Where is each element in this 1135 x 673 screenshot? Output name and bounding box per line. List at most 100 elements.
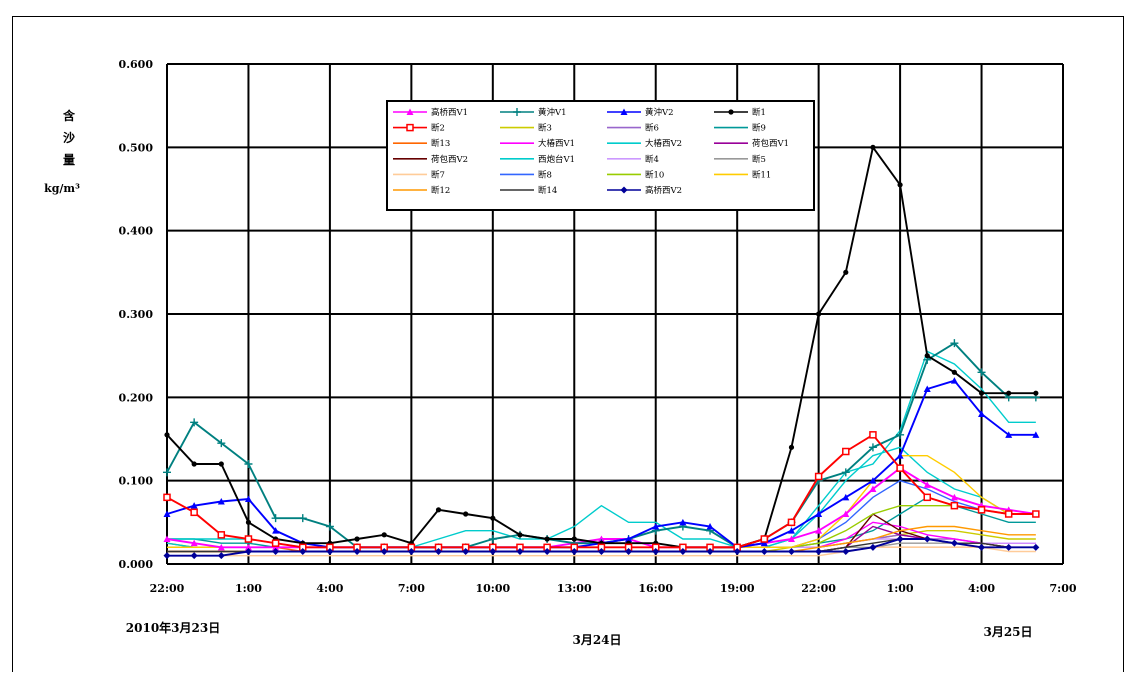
marker-triangle — [625, 535, 633, 542]
marker-triangle — [190, 502, 198, 509]
marker-diamond — [815, 548, 823, 555]
date-label: 3月24日 — [572, 633, 621, 647]
marker-diamond — [923, 535, 931, 543]
legend-label: 断14 — [538, 185, 557, 196]
marker-triangle — [923, 385, 931, 392]
marker-square — [1032, 510, 1040, 518]
marker-triangle — [760, 539, 768, 547]
y-tick-label: 0.400 — [119, 225, 154, 238]
marker-diamond — [625, 548, 633, 555]
marker-diamond — [950, 539, 958, 547]
legend-entry: 断3 — [500, 123, 552, 134]
marker-plus — [868, 443, 877, 452]
legend-entry: 断14 — [500, 185, 557, 196]
y-tick-labels: 0.000 0.100 0.200 0.300 0.400 0.500 0.600 — [119, 58, 154, 571]
y-axis-unit: kg/m³ — [44, 182, 80, 195]
x-tick-label: 16:00 — [638, 582, 673, 595]
marker-triangle — [923, 481, 931, 488]
marker-plus — [190, 418, 199, 427]
marker-dot — [544, 536, 550, 542]
marker-triangle — [1032, 431, 1040, 438]
y-tick-label: 0.600 — [119, 58, 154, 71]
marker-plus — [163, 468, 171, 477]
legend-label: 断7 — [431, 169, 445, 180]
marker-dot — [728, 109, 734, 115]
marker-plus — [217, 439, 226, 448]
marker-dot — [1033, 390, 1039, 396]
legend-label: 大椿西V1 — [538, 138, 575, 149]
legend-label: 大椿西V2 — [645, 138, 682, 149]
marker-triangle — [272, 527, 280, 534]
marker-diamond — [462, 548, 470, 555]
legend-entry: 断5 — [714, 154, 766, 165]
marker-square — [406, 123, 414, 132]
marker-triangle — [869, 477, 877, 484]
marker-triangle — [272, 543, 280, 551]
y-axis-label-char: 沙 — [63, 131, 75, 145]
y-tick-label: 0.500 — [119, 141, 154, 154]
marker-diamond — [760, 548, 768, 555]
marker-diamond — [326, 548, 334, 555]
x-tick-label: 7:00 — [1049, 582, 1076, 595]
legend-label: 断2 — [431, 123, 445, 134]
marker-plus — [896, 430, 905, 439]
marker-dot — [788, 444, 795, 450]
marker-square — [869, 431, 877, 439]
x-tick-label: 1:00 — [887, 582, 914, 595]
legend-entry: 大椿西V2 — [607, 138, 682, 149]
marker-diamond — [353, 548, 361, 555]
marker-diamond — [733, 548, 741, 555]
legend-entry: 荷包西V1 — [714, 138, 789, 149]
y-axis-label-char: 量 — [63, 153, 75, 167]
marker-triangle — [869, 485, 877, 492]
legend-label: 高桥西V1 — [431, 107, 468, 118]
marker-dot — [463, 511, 469, 517]
marker-square — [244, 535, 253, 543]
marker-plus — [513, 108, 521, 116]
marker-diamond — [1005, 543, 1013, 551]
marker-triangle — [950, 377, 958, 384]
marker-triangle — [163, 535, 171, 542]
marker-triangle — [244, 495, 252, 502]
x-tick-labels: 22:00 1:00 4:00 7:00 10:00 13:00 16:00 19:00 22:… — [150, 582, 1077, 595]
marker-dot — [191, 461, 197, 467]
marker-diamond — [217, 552, 225, 560]
marker-dot — [164, 432, 170, 438]
marker-triangle — [1005, 431, 1013, 438]
legend-label: 断8 — [538, 169, 552, 180]
marker-square — [787, 518, 796, 527]
legend-label: 断5 — [752, 154, 766, 165]
x-tick-label: 7:00 — [398, 582, 425, 595]
marker-diamond — [978, 543, 986, 551]
x-tick-label: 10:00 — [475, 582, 510, 595]
marker-plus — [244, 460, 253, 468]
marker-diamond — [380, 548, 388, 555]
marker-square — [217, 531, 226, 539]
marker-diamond — [597, 548, 605, 555]
legend-label: 断11 — [752, 169, 771, 180]
marker-triangle — [706, 523, 714, 530]
marker-triangle — [652, 523, 660, 530]
marker-diamond — [652, 548, 660, 555]
marker-triangle — [787, 535, 795, 542]
marker-dot — [951, 369, 957, 375]
legend-entry: 黄沖V1 — [500, 107, 567, 118]
marker-dot — [435, 507, 442, 513]
x-tick-label: 22:00 — [801, 582, 836, 595]
marker-square — [950, 501, 959, 510]
marker-triangle — [620, 108, 628, 115]
legend-entry: 断8 — [500, 169, 552, 180]
marker-square — [896, 464, 904, 472]
legend-label: 断3 — [538, 123, 552, 134]
marker-diamond — [620, 186, 628, 194]
series-高桥西V2 — [163, 535, 1040, 560]
marker-diamond — [896, 535, 904, 543]
marker-diamond — [299, 548, 307, 555]
y-axis-label: 含沙量 kg/m³ — [44, 108, 80, 195]
marker-square — [923, 493, 931, 502]
chart-frame — [12, 16, 1124, 672]
y-tick-label: 0.000 — [119, 558, 154, 571]
legend-entry: 断6 — [607, 123, 659, 134]
marker-diamond — [244, 548, 252, 555]
